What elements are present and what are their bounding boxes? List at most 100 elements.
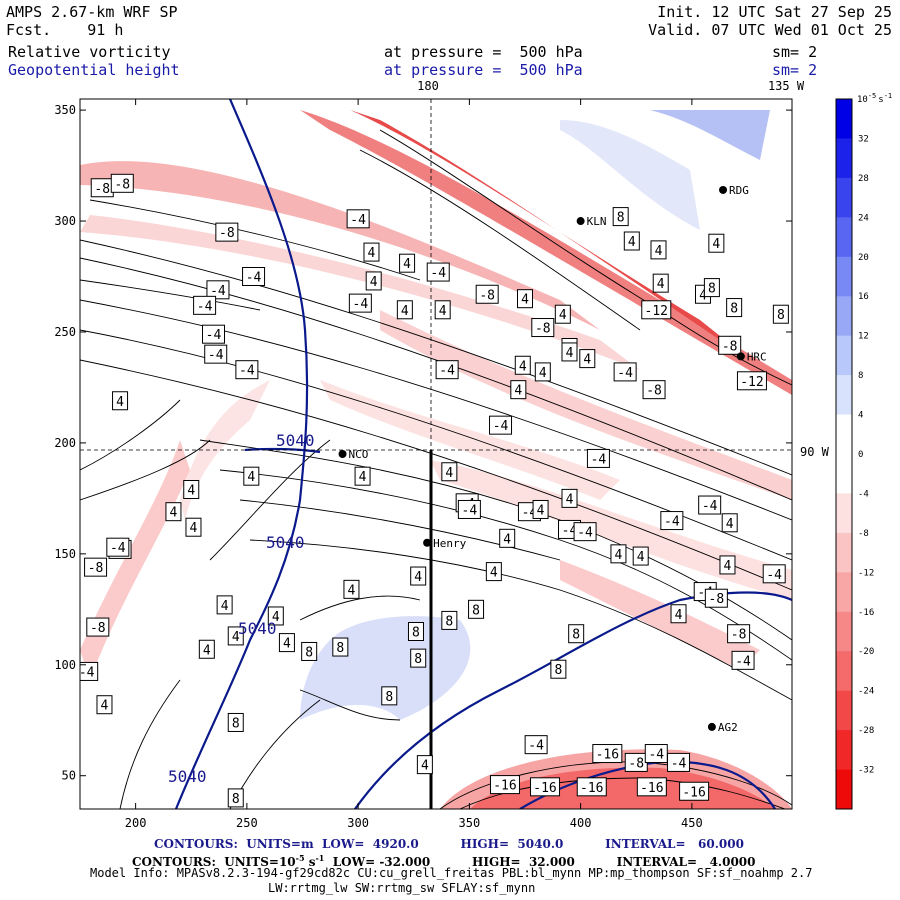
vorticity-label-text: -4 [648, 748, 664, 763]
vorticity-label: -4 [242, 267, 266, 286]
vorticity-label-box [576, 777, 607, 797]
vorticity-label-text: -4 [702, 499, 718, 514]
vorticity-label: -16 [530, 777, 561, 797]
vorticity-label-box [193, 295, 217, 315]
vorticity-label-box [96, 695, 113, 715]
colorbar-label: 20 [858, 253, 869, 263]
vorticity-label-box [642, 380, 666, 400]
vorticity-label: -4 [524, 735, 548, 755]
station-dot [423, 538, 432, 547]
vorticity-label: -4 [426, 262, 450, 282]
vorticity-label-box [475, 284, 499, 304]
valid-time: Valid. 07 UTC Wed 01 Oct 25 [648, 21, 892, 39]
vorticity-label: -8 [84, 557, 108, 577]
vorticity-label: 4 [216, 595, 233, 615]
vorticity-label-box [532, 499, 549, 519]
fcst-label: Fcst. [6, 21, 52, 39]
vorticity-label: -16 [592, 744, 623, 764]
vorticity-label-text: -8 [114, 177, 130, 192]
colorbar-swatch [836, 217, 852, 258]
station-label: HRC [747, 350, 767, 363]
vorticity-label-text: -4 [439, 364, 455, 379]
vorticity-label-box [457, 499, 481, 519]
vorticity-label-text: 8 [336, 641, 344, 656]
vorticity-label-text: -4 [430, 266, 446, 281]
vorticity-label-box [652, 273, 669, 293]
vorticity-label: 4 [514, 355, 531, 375]
vorticity-label-text: -8 [731, 628, 747, 643]
vorticity-label-box [731, 650, 755, 670]
vorticity-label-box [354, 466, 371, 486]
vorticity-label-box [332, 637, 349, 657]
vorticity-label: 4 [434, 300, 451, 320]
vorticity-label: 4 [416, 755, 433, 775]
vorticity-label-box [703, 278, 720, 298]
vorticity-label-text: 4 [537, 503, 545, 518]
vorticity-label-text: -8 [722, 339, 738, 354]
vorticity-label-box [86, 617, 110, 637]
vorticity-label-text: 4 [348, 583, 356, 598]
vorticity-label-text: 4 [514, 384, 522, 399]
vorticity-label: -16 [489, 775, 520, 795]
vorticity-label-text: 4 [566, 346, 574, 361]
vorticity-label-box [165, 502, 182, 522]
vorticity-label-text: -4 [462, 503, 478, 518]
vorticity-label: 4 [410, 566, 427, 586]
vorticity-label-text: 4 [221, 599, 229, 614]
station-label: AG2 [718, 721, 738, 734]
vorticity-label: -4 [667, 752, 691, 772]
colorbar-label: -20 [858, 647, 874, 657]
plot-frame [79, 98, 793, 810]
vorticity-label-text: -4 [206, 328, 222, 343]
y-axis: 50 100 150 200 250 300 350 [54, 103, 792, 783]
colorbar-swatch [836, 651, 852, 692]
vorticity-label-text: -16 [493, 779, 516, 794]
colorbar-swatch [836, 769, 852, 810]
vorticity-label-box [416, 755, 433, 775]
colorbar-unit: 10-5 s-1 [857, 92, 892, 105]
vorticity-label: 4 [561, 488, 578, 508]
vorticity-label-box [441, 610, 458, 630]
vorticity-label: -4 [235, 360, 259, 380]
colorbar-frame [835, 98, 853, 810]
vorticity-label-text: 4 [187, 484, 195, 499]
vorticity-label-box [278, 633, 295, 653]
vorticity-label-text: -8 [535, 322, 551, 337]
vorticity-label-text: 8 [232, 792, 240, 807]
vorticity-label-box [441, 462, 458, 482]
colorbar-swatch [836, 296, 852, 337]
vorticity-label: 4 [165, 502, 182, 522]
vorticity-label-text: -8 [219, 226, 235, 241]
vorticity-label-box [381, 686, 398, 706]
vorticity-label: 4 [365, 271, 382, 291]
vorticity-label-box [517, 289, 533, 309]
vorticity-label-box [679, 781, 710, 801]
vorticity-label-text: -16 [580, 781, 603, 796]
vorticity-label: 4 [623, 231, 640, 251]
colorbar-label: 4 [858, 411, 863, 421]
vorticity-label-text: -8 [90, 621, 106, 636]
vorticity-label-text: 4 [170, 506, 178, 521]
vorticity-label-box [670, 604, 687, 624]
vorticity-label-box [84, 557, 108, 577]
lon-top-label-1: 180 [417, 79, 439, 93]
vorticity-label-text: 4 [232, 630, 240, 645]
vorticity-label-text: -4 [79, 665, 95, 680]
vorticity-label-box [632, 546, 649, 566]
vorticity-label-text: -16 [596, 748, 619, 763]
vorticity-label-text: 4 [203, 643, 211, 658]
vorticity-label-box [550, 659, 567, 679]
footer-vorticity-info: CONTOURS: UNITS=10-5 s-1 LOW= -32.000 HI… [132, 853, 756, 869]
vorticity-label-text: -16 [533, 781, 556, 796]
vorticity-label-box [485, 562, 502, 582]
vorticity-label-box [215, 222, 239, 242]
vorticity-label: 4 [198, 639, 215, 659]
vorticity-label-text: -12 [740, 375, 763, 390]
footer-model-info: Model Info: MPASv8.2.3-194-gf29cd82c CU:… [90, 866, 813, 880]
colorbar-label: 16 [858, 292, 869, 302]
field1-smoothing: sm= 2 [772, 43, 818, 61]
vorticity-label: -16 [576, 777, 607, 797]
vorticity-label-box [434, 300, 451, 320]
vorticity-label-text: 4 [539, 366, 547, 381]
vorticity-label: -16 [636, 777, 667, 797]
